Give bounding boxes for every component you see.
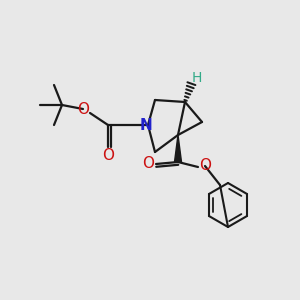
Text: N: N (140, 118, 152, 133)
Text: O: O (142, 157, 154, 172)
Text: O: O (102, 148, 114, 163)
Polygon shape (175, 135, 182, 162)
Text: H: H (192, 71, 202, 85)
Text: O: O (77, 101, 89, 116)
Text: O: O (199, 158, 211, 173)
